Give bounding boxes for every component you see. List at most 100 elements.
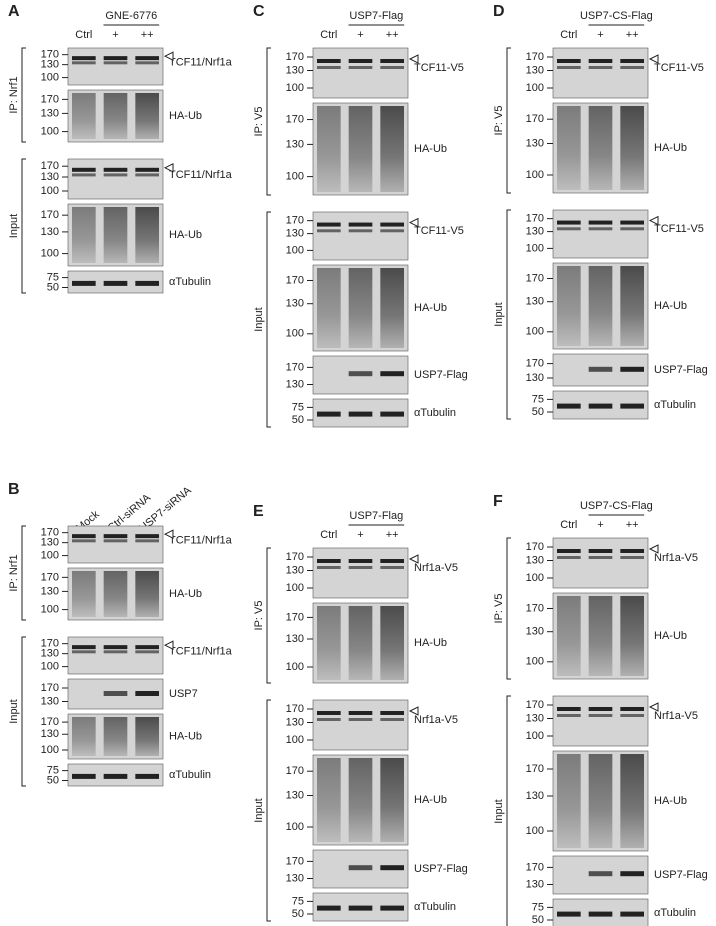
mw-marker: 170 xyxy=(286,113,304,125)
group-label: IP: V5 xyxy=(253,601,265,631)
mw-marker: 130 xyxy=(526,626,544,638)
mw-marker: 100 xyxy=(526,572,544,584)
band xyxy=(620,549,644,553)
smear xyxy=(72,207,96,263)
blot-label: USP7-Flag xyxy=(654,364,708,376)
mw-marker: 170 xyxy=(526,861,544,873)
group-label: IP: V5 xyxy=(493,106,505,136)
smear xyxy=(620,596,644,676)
group-bracket xyxy=(266,47,271,196)
band xyxy=(380,865,404,871)
band xyxy=(317,718,341,721)
band xyxy=(317,905,341,911)
band xyxy=(103,650,128,654)
open-arrowhead xyxy=(408,217,419,228)
blot-label: TCF11/Nrf1a xyxy=(169,646,233,658)
mw-marker: 50 xyxy=(292,908,304,920)
band xyxy=(620,227,644,231)
band xyxy=(135,56,159,61)
group-bracket xyxy=(266,211,271,428)
blot-label: TCF11/Nrf1a xyxy=(169,535,233,547)
band xyxy=(103,645,128,650)
mw-marker: 130 xyxy=(526,64,544,76)
band xyxy=(557,556,581,559)
band xyxy=(72,650,96,654)
open-arrowhead xyxy=(163,529,174,539)
blot-label: αTubulin xyxy=(169,769,211,781)
band xyxy=(317,559,341,563)
mw-marker: 100 xyxy=(526,656,544,668)
mw-marker: 130 xyxy=(41,537,59,549)
open-arrowhead xyxy=(163,51,174,61)
panel-letter: A xyxy=(8,3,20,20)
lane-label: + xyxy=(357,29,363,41)
mw-marker: 100 xyxy=(526,169,544,181)
open-arrowhead xyxy=(648,702,659,712)
lane-label: + xyxy=(357,529,363,541)
open-arrowhead xyxy=(408,54,419,64)
band xyxy=(135,167,159,172)
band xyxy=(380,59,404,63)
mw-marker: 130 xyxy=(41,695,59,707)
blot-label: HA-Ub xyxy=(654,300,687,312)
blot xyxy=(552,209,649,259)
mw-marker: 130 xyxy=(286,564,304,576)
mw-marker: 170 xyxy=(41,571,59,583)
blot-label: αTubulin xyxy=(169,276,211,288)
band xyxy=(72,280,96,286)
band xyxy=(620,403,644,409)
smear xyxy=(380,106,404,192)
mw-marker: 100 xyxy=(526,242,544,254)
mw-marker: 170 xyxy=(41,716,59,728)
band xyxy=(72,773,96,779)
mw-marker: 100 xyxy=(526,730,544,742)
group-label: Input xyxy=(493,799,505,823)
smear xyxy=(557,596,581,676)
mw-marker: 75 xyxy=(47,765,59,777)
mw-marker: 170 xyxy=(526,272,544,284)
band xyxy=(135,691,159,696)
band xyxy=(557,66,581,69)
lane-label: + xyxy=(597,519,603,531)
band xyxy=(348,559,373,563)
lane-label: Ctrl xyxy=(320,529,337,541)
band xyxy=(620,59,644,63)
smear xyxy=(103,207,128,263)
group-bracket xyxy=(506,537,511,680)
open-arrowhead xyxy=(648,544,659,554)
mw-marker: 170 xyxy=(526,699,544,711)
mw-marker: 130 xyxy=(526,554,544,566)
open-arrowhead xyxy=(163,640,174,650)
mw-marker: 170 xyxy=(41,209,59,221)
band xyxy=(317,229,341,233)
mw-marker: 130 xyxy=(526,790,544,802)
smear xyxy=(72,571,96,617)
band xyxy=(588,366,613,372)
smear xyxy=(348,268,373,348)
group-label: IP: Nrf1 xyxy=(8,76,20,113)
group-bracket xyxy=(21,636,26,787)
blot-label: HA-Ub xyxy=(169,730,202,742)
blot-label: αTubulin xyxy=(654,907,696,919)
smear xyxy=(348,106,373,192)
blot-label: Nrf1a-V5 xyxy=(654,552,698,564)
group-label: IP: V5 xyxy=(493,594,505,624)
blot xyxy=(552,695,649,747)
band xyxy=(348,59,373,63)
group-bracket xyxy=(21,47,26,143)
mw-marker: 75 xyxy=(532,901,544,913)
mw-marker: 50 xyxy=(292,414,304,426)
band xyxy=(135,645,159,650)
treatment-label: USP7-CS-Flag xyxy=(580,10,653,22)
blot-label: αTubulin xyxy=(414,901,456,913)
mw-marker: 100 xyxy=(41,550,59,562)
mw-marker: 170 xyxy=(286,703,304,715)
band xyxy=(557,549,581,553)
lane-label: Ctrl xyxy=(320,29,337,41)
lane-label: ++ xyxy=(386,29,399,41)
treatment-label: USP7-CS-Flag xyxy=(580,500,653,512)
treatment-label: GNE-6776 xyxy=(105,10,157,22)
band xyxy=(135,280,159,286)
mw-marker: 100 xyxy=(286,661,304,673)
band xyxy=(588,59,613,63)
